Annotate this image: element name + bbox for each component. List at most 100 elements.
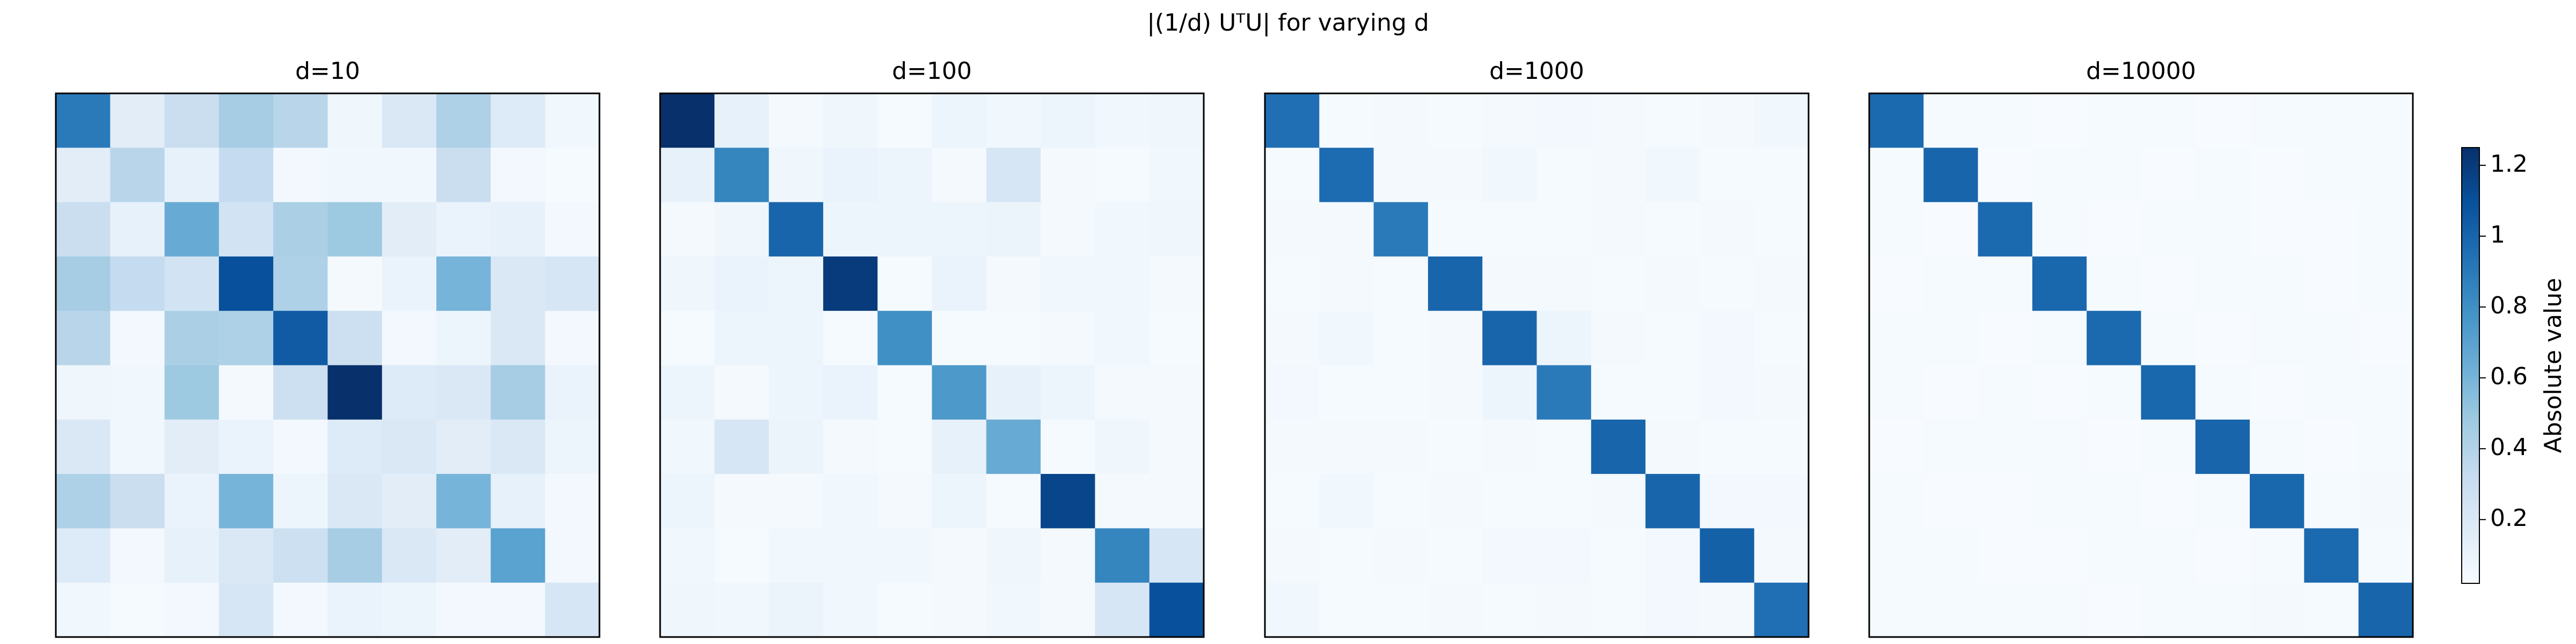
heatmap-cell — [1265, 202, 1320, 257]
heatmap-cell — [2358, 474, 2413, 529]
heatmap-cell — [164, 311, 219, 366]
colorbar-tick-label: 1.2 — [2490, 150, 2528, 178]
heatmap-cell — [1923, 582, 1979, 638]
heatmap-cell — [1319, 474, 1374, 529]
heatmap-cell — [382, 528, 437, 583]
heatmap-cell — [2195, 256, 2250, 311]
heatmap-cell — [1041, 582, 1095, 638]
heatmap-cell — [1319, 148, 1374, 203]
heatmap-cell — [2087, 419, 2142, 474]
heatmap-cell — [1869, 256, 1924, 311]
figure-title: |(1/d) UᵀU| for varying d — [1147, 9, 1429, 36]
heatmap-cell — [382, 202, 437, 257]
heatmap-cell — [1149, 148, 1204, 203]
heatmap-cell — [877, 365, 933, 420]
heatmap-cell — [2358, 93, 2413, 148]
heatmap-cell — [1754, 365, 1809, 420]
heatmap-cell — [1265, 582, 1320, 638]
heatmap-cell — [2358, 419, 2413, 474]
heatmap-cell — [1754, 474, 1809, 529]
heatmap-cell — [1536, 202, 1592, 257]
heatmap-cell — [436, 202, 491, 257]
heatmap-cell — [1978, 256, 2033, 311]
heatmap-cell — [1536, 256, 1592, 311]
heatmap-cell — [491, 148, 546, 203]
heatmap-cell — [2141, 365, 2196, 420]
heatmap-cell — [1536, 365, 1592, 420]
heatmap-cell — [1591, 148, 1646, 203]
heatmap-cell — [877, 202, 933, 257]
heatmap-cell — [1754, 311, 1809, 366]
heatmap-cell — [2087, 582, 2142, 638]
heatmap-cell — [164, 528, 219, 583]
heatmap-cell — [1265, 419, 1320, 474]
heatmap-cell — [1482, 528, 1538, 583]
panel-title: d=1000 — [1489, 57, 1584, 85]
heatmap-cell — [218, 474, 274, 529]
heatmap-cell — [2304, 419, 2359, 474]
heatmap-cell — [986, 474, 1041, 529]
heatmap-cell — [56, 582, 111, 638]
panel-title: d=100 — [892, 57, 972, 85]
heatmap-cell — [769, 365, 824, 420]
heatmap-cell — [1923, 256, 1979, 311]
heatmap-cell — [382, 256, 437, 311]
heatmap-cell — [56, 202, 111, 257]
heatmap-cell — [714, 528, 770, 583]
heatmap-cell — [1095, 365, 1150, 420]
heatmap-cell — [491, 93, 546, 148]
heatmap-cell — [2250, 93, 2304, 148]
heatmap-cell — [714, 419, 770, 474]
heatmap-cell — [1149, 474, 1204, 529]
heatmap-cell — [218, 202, 274, 257]
heatmap-cell — [56, 256, 111, 311]
heatmap-cell — [2087, 202, 2142, 257]
heatmap-cell — [1428, 311, 1483, 366]
heatmap-cell — [823, 419, 878, 474]
heatmap-cell — [1700, 311, 1755, 366]
heatmap-cell — [660, 202, 715, 257]
heatmap-cell — [1923, 474, 1979, 529]
heatmap-cell — [273, 419, 328, 474]
heatmap-cell — [932, 311, 987, 366]
heatmap-cell — [164, 256, 219, 311]
heatmap-cell — [491, 365, 546, 420]
heatmap-cell — [2304, 93, 2359, 148]
heatmap-cell — [491, 311, 546, 366]
heatmap-cell — [1978, 419, 2033, 474]
heatmap-cell — [660, 528, 715, 583]
heatmap-cell — [545, 365, 600, 420]
heatmap-cell — [218, 528, 274, 583]
heatmap-cell — [1700, 148, 1755, 203]
heatmap-cell — [714, 202, 770, 257]
heatmap-cell — [1041, 528, 1095, 583]
heatmap-cell — [545, 419, 600, 474]
heatmap-cell — [1095, 528, 1150, 583]
heatmap-cell — [1536, 582, 1592, 638]
colorbar-tick-label: 1 — [2490, 221, 2505, 248]
heatmap-cell — [110, 311, 165, 366]
heatmap-cell — [986, 365, 1041, 420]
heatmap-cell — [110, 365, 165, 420]
heatmap-cell — [1041, 419, 1095, 474]
heatmap-cell — [660, 582, 715, 638]
heatmap-cell — [2250, 256, 2304, 311]
heatmap-cell — [1700, 93, 1755, 148]
heatmap-cell — [1319, 582, 1374, 638]
heatmap-cell — [2032, 256, 2087, 311]
heatmap-cell — [1041, 311, 1095, 366]
heatmap-cell — [769, 582, 824, 638]
heatmap-cell — [2032, 474, 2087, 529]
heatmap-cell — [1265, 474, 1320, 529]
heatmap-cell — [2195, 528, 2250, 583]
heatmap-cell — [2141, 528, 2196, 583]
heatmap-cell — [1095, 256, 1150, 311]
panel-frame — [1264, 92, 1810, 638]
heatmap-cell — [2195, 202, 2250, 257]
heatmap-cell — [110, 419, 165, 474]
heatmap-cell — [1428, 474, 1483, 529]
heatmap-cell — [1095, 148, 1150, 203]
heatmap-cell — [1700, 528, 1755, 583]
heatmap-cell — [491, 256, 546, 311]
heatmap-cell — [2250, 582, 2304, 638]
